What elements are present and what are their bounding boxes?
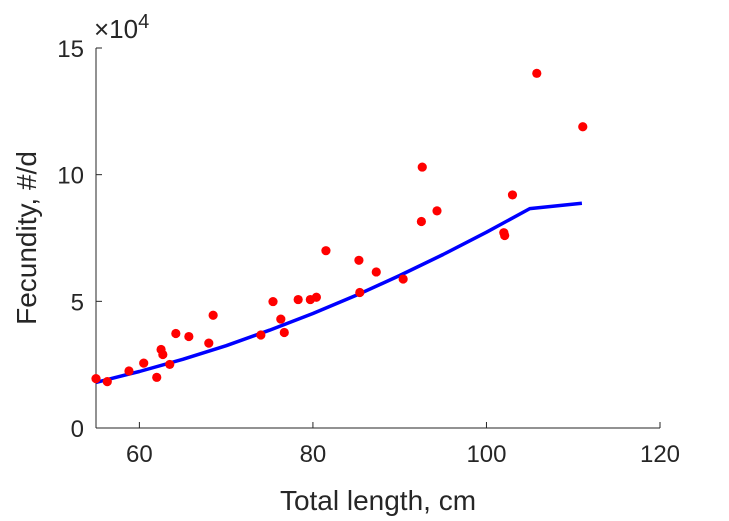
- x-tick-label: 100: [466, 441, 506, 468]
- data-point: [355, 287, 365, 298]
- data-point: [171, 328, 181, 339]
- data-point: [139, 358, 149, 368]
- data-point: [91, 374, 101, 384]
- data-point: [321, 246, 331, 256]
- fit-line-group: [95, 201, 583, 385]
- data-point: [532, 68, 542, 78]
- y-exponent-multiplier: ×10: [94, 14, 138, 44]
- y-exponent-power: 4: [138, 11, 149, 33]
- data-point: [184, 331, 194, 342]
- data-point: [204, 338, 214, 348]
- y-tick-label: 5: [71, 289, 84, 316]
- data-point: [152, 372, 162, 382]
- y-ticks: 0 5 10 15: [57, 36, 102, 443]
- data-point: [578, 122, 588, 132]
- data-point: [256, 330, 266, 340]
- data-point: [208, 310, 218, 320]
- data-point: [165, 359, 175, 370]
- axes: [95, 48, 660, 429]
- y-tick-label: 10: [57, 163, 84, 190]
- data-point: [500, 230, 510, 241]
- data-point: [416, 216, 426, 227]
- data-point: [398, 274, 408, 284]
- data-point: [417, 162, 427, 172]
- x-ticks: 60 80 100 120: [126, 422, 680, 468]
- data-point: [354, 255, 364, 265]
- y-tick-label: 0: [71, 416, 84, 443]
- x-tick-label: 120: [640, 441, 680, 468]
- data-point: [293, 294, 303, 305]
- x-tick-label: 60: [126, 441, 153, 468]
- data-point: [371, 267, 381, 277]
- x-tick-label: 80: [300, 441, 327, 468]
- y-axis-label: Fecundity, #/d: [11, 151, 42, 325]
- data-point: [507, 190, 518, 200]
- data-points: [91, 68, 588, 387]
- x-axis-label: Total length, cm: [280, 485, 476, 516]
- data-point: [311, 292, 321, 302]
- data-point: [432, 206, 442, 216]
- data-point: [102, 377, 112, 387]
- data-point: [279, 327, 289, 338]
- y-tick-label: 15: [57, 36, 84, 63]
- data-point: [158, 349, 168, 360]
- data-point: [276, 314, 286, 324]
- data-point: [268, 296, 278, 307]
- fit-curve: [95, 201, 583, 385]
- y-exponent-label: ×104: [94, 11, 149, 44]
- data-point: [124, 366, 134, 376]
